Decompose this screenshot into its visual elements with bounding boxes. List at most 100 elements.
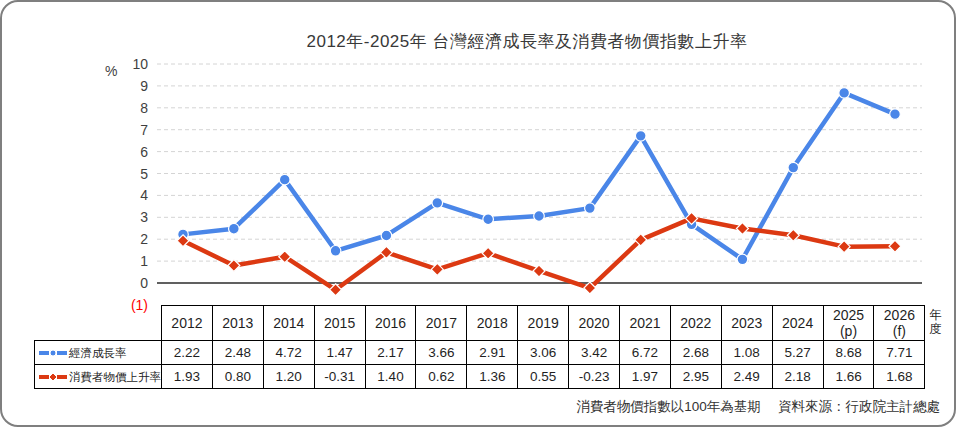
year-header-cell: 2012 <box>162 306 213 341</box>
cpi-value-cell: 1.36 <box>467 365 518 389</box>
y-tick-label: 10 <box>132 56 148 72</box>
cpi-table-row: 消費者物價上升率1.930.801.20-0.311.400.621.360.5… <box>35 365 925 389</box>
cpi-value-cell: 0.55 <box>518 365 569 389</box>
gdp-value-cell: 3.06 <box>518 341 569 365</box>
gdp-legend-swatch <box>38 347 68 359</box>
gdp-legend-label: 經濟成長率 <box>69 346 127 358</box>
y-tick-label: 0 <box>140 275 148 291</box>
y-tick-label: 3 <box>140 209 148 225</box>
gdp-marker <box>330 246 341 257</box>
cpi-marker <box>889 240 901 252</box>
gdp-value-cell: 3.42 <box>569 341 620 365</box>
gdp-marker <box>229 223 240 234</box>
gdp-marker <box>839 88 850 99</box>
y-tick-label: 5 <box>140 166 148 182</box>
year-header-cell: 2014 <box>263 306 314 341</box>
gdp-marker <box>737 254 748 265</box>
cpi-value-cell: 2.49 <box>721 365 772 389</box>
cpi-marker <box>838 241 850 253</box>
cpi-legend-swatch <box>38 371 68 383</box>
year-header-cell: 2017 <box>416 306 467 341</box>
data-table: 2012201320142015201620172018201920202021… <box>34 305 925 389</box>
cpi-value-cell: 1.66 <box>823 365 874 389</box>
gdp-value-cell: 2.17 <box>365 341 416 365</box>
year-header-cell: 2013 <box>212 306 263 341</box>
gdp-marker <box>432 198 443 209</box>
y-tick-label: 4 <box>140 187 148 203</box>
gdp-marker <box>381 230 392 241</box>
cpi-value-cell: -0.31 <box>314 365 365 389</box>
cpi-marker <box>482 247 494 259</box>
gdp-marker <box>585 203 596 214</box>
year-header-cell: 2025 (p) <box>823 306 874 341</box>
chart-card: 2012年-2025年 台灣經濟成長率及消費者物價指數上升率 % 1098765… <box>0 0 956 427</box>
gdp-value-cell: 3.66 <box>416 341 467 365</box>
cpi-marker <box>533 265 545 277</box>
cpi-marker <box>228 259 240 271</box>
cpi-value-cell: 1.97 <box>620 365 671 389</box>
table-corner-spacer <box>35 306 162 341</box>
year-header-cell: 2021 <box>620 306 671 341</box>
year-header-cell: 2016 <box>365 306 416 341</box>
gdp-value-cell: 2.91 <box>467 341 518 365</box>
cpi-marker <box>736 222 748 234</box>
cpi-legend-label: 消費者物價上升率 <box>69 370 161 382</box>
year-header-cell: 2022 <box>670 306 721 341</box>
gdp-value-cell: 1.08 <box>721 341 772 365</box>
cpi-marker <box>686 212 698 224</box>
gdp-marker <box>635 131 646 142</box>
gdp-value-cell: 2.68 <box>670 341 721 365</box>
year-header-cell: 2018 <box>467 306 518 341</box>
y-tick-label: 7 <box>140 122 148 138</box>
gdp-line <box>183 93 895 259</box>
year-header-cell: 2024 <box>772 306 823 341</box>
gdp-value-cell: 2.22 <box>162 341 213 365</box>
cpi-marker <box>787 229 799 241</box>
x-axis-unit-label: 年度 <box>928 308 943 336</box>
year-header-cell: 2019 <box>518 306 569 341</box>
year-header-cell: 2015 <box>314 306 365 341</box>
cpi-marker <box>635 234 647 246</box>
gdp-marker <box>483 214 494 225</box>
cpi-marker <box>330 284 342 296</box>
cpi-value-cell: 2.95 <box>670 365 721 389</box>
cpi-marker <box>431 263 443 275</box>
source-note: 消費者物價指數以100年為基期 資料來源：行政院主計總處 <box>576 398 940 416</box>
cpi-legend-cell: 消費者物價上升率 <box>35 365 162 389</box>
y-tick-label: 1 <box>140 253 148 269</box>
gdp-value-cell: 1.47 <box>314 341 365 365</box>
gdp-value-cell: 7.71 <box>874 341 925 365</box>
gdp-value-cell: 2.48 <box>212 341 263 365</box>
gdp-table-row: 經濟成長率 2.222.484.721.472.173.662.913.063.4… <box>35 341 925 365</box>
gdp-value-cell: 5.27 <box>772 341 823 365</box>
gdp-marker <box>788 162 799 173</box>
y-tick-label: 8 <box>140 100 148 116</box>
gdp-marker <box>178 229 189 240</box>
cpi-value-cell: 0.80 <box>212 365 263 389</box>
gdp-marker <box>534 211 545 222</box>
y-tick-label: 6 <box>140 144 148 160</box>
gdp-value-cell: 6.72 <box>620 341 671 365</box>
year-header-cell: 2020 <box>569 306 620 341</box>
cpi-value-cell: 1.20 <box>263 365 314 389</box>
cpi-value-cell: 1.40 <box>365 365 416 389</box>
gdp-marker <box>279 174 290 185</box>
gdp-value-cell: 8.68 <box>823 341 874 365</box>
cpi-line <box>183 218 895 289</box>
cpi-marker <box>279 251 291 263</box>
cpi-value-cell: 1.93 <box>162 365 213 389</box>
year-header-cell: 2026 (f) <box>874 306 925 341</box>
y-axis-unit-label: % <box>105 63 117 79</box>
cpi-marker <box>380 246 392 258</box>
chart-title: 2012年-2025年 台灣經濟成長率及消費者物價指數上升率 <box>112 30 942 53</box>
gdp-marker <box>686 219 697 230</box>
cpi-value-cell: 0.62 <box>416 365 467 389</box>
cpi-value-cell: 2.18 <box>772 365 823 389</box>
gdp-marker <box>890 109 901 120</box>
cpi-value-cell: -0.23 <box>569 365 620 389</box>
year-header-cell: 2023 <box>721 306 772 341</box>
cpi-marker <box>177 235 189 247</box>
y-tick-label: 2 <box>140 231 148 247</box>
gdp-value-cell: 4.72 <box>263 341 314 365</box>
gdp-legend-cell: 經濟成長率 <box>35 341 162 365</box>
